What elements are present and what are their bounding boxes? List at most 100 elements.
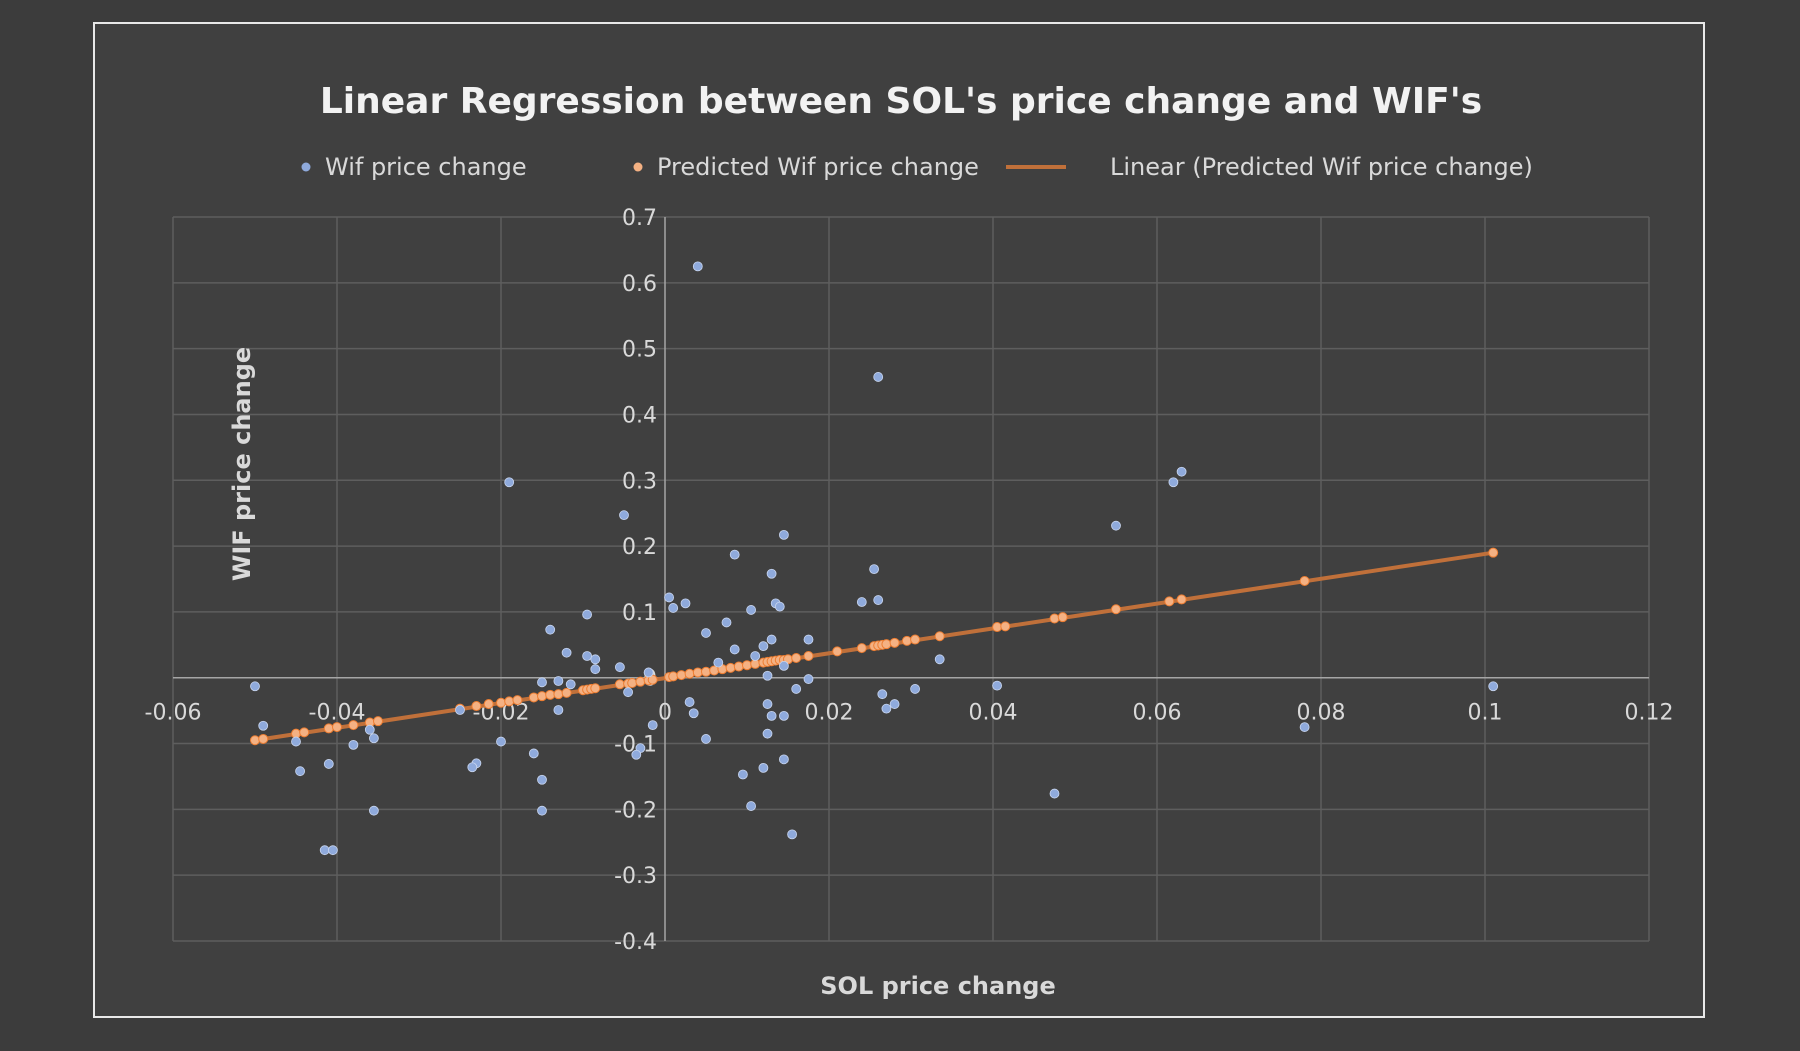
wif-point — [647, 720, 658, 731]
wif-point — [319, 845, 330, 856]
predicted-point — [323, 723, 334, 734]
series-predicted-wif — [250, 547, 1499, 746]
wif-point — [766, 568, 777, 579]
predicted-point — [742, 660, 752, 671]
wif-point — [766, 634, 777, 645]
wif-point — [684, 697, 695, 707]
wif-point — [561, 647, 572, 658]
predicted-point — [635, 676, 646, 687]
y-tick-label: 0.7 — [622, 206, 657, 231]
wif-point — [565, 679, 576, 690]
wif-point — [295, 766, 306, 777]
wif-point — [545, 624, 556, 635]
y-tick-label: 0.4 — [622, 403, 657, 428]
wif-point — [779, 754, 789, 765]
wif-point — [881, 703, 892, 714]
predicted-point — [627, 677, 638, 688]
wif-point — [368, 805, 379, 816]
wif-point — [779, 711, 789, 721]
wif-point — [758, 641, 769, 652]
wif-point — [856, 597, 867, 607]
wif-point — [668, 603, 679, 613]
wif-point — [701, 734, 711, 744]
wif-point — [623, 687, 633, 698]
predicted-point — [561, 687, 572, 698]
wif-point — [873, 595, 884, 605]
predicted-point — [1164, 596, 1175, 607]
wif-point — [701, 628, 711, 638]
legend: Wif price change Predicted Wif price chan… — [301, 153, 1533, 181]
wif-point — [1111, 520, 1121, 531]
wif-point — [615, 662, 625, 673]
predicted-point — [832, 646, 843, 657]
wif-point — [688, 708, 699, 719]
wif-point — [934, 654, 945, 665]
wif-point — [582, 609, 593, 620]
predicted-point — [992, 622, 1003, 633]
predicted-point — [528, 692, 539, 703]
x-tick-label: 0.1 — [1468, 701, 1503, 726]
wif-point — [721, 617, 732, 628]
wif-point — [664, 592, 674, 603]
wif-point — [537, 774, 547, 785]
legend-label: Predicted Wif price change — [657, 153, 979, 181]
x-tick-label: 0.06 — [1133, 701, 1182, 726]
predicted-point — [1111, 604, 1121, 615]
predicted-point — [910, 634, 921, 645]
predicted-point — [504, 696, 515, 707]
wif-point — [291, 736, 301, 747]
grid-lines — [172, 216, 1650, 942]
predicted-point — [545, 689, 556, 700]
predicted-point — [1488, 547, 1499, 558]
x-tick-label: 0.12 — [1625, 701, 1674, 726]
wif-point — [680, 598, 691, 609]
wif-point — [877, 689, 888, 700]
wif-point — [774, 601, 785, 612]
wif-point — [368, 733, 379, 744]
wif-point — [496, 736, 506, 747]
predicted-point — [250, 735, 260, 746]
predicted-point — [934, 631, 945, 642]
y-tick-label: 0.3 — [622, 469, 657, 494]
y-tick-labels: -0.4-0.3-0.2-0.100.10.20.30.40.50.60.7 — [614, 206, 657, 955]
predicted-point — [725, 662, 736, 673]
x-tick-label: 0.08 — [1297, 701, 1346, 726]
wif-point — [758, 762, 769, 773]
y-tick-label: 0.2 — [622, 535, 657, 560]
wif-point — [455, 705, 465, 715]
wif-point — [803, 674, 814, 684]
legend-label: Wif price change — [325, 153, 527, 181]
wif-point — [729, 644, 740, 655]
predicted-point — [373, 716, 383, 727]
chart-svg: Linear Regression between SOL's price ch… — [145, 81, 1674, 1000]
wif-point — [1168, 477, 1179, 488]
predicted-point — [553, 689, 564, 700]
predicted-point — [668, 671, 679, 682]
wif-point — [692, 261, 703, 272]
wif-point — [766, 711, 777, 721]
wif-point — [869, 564, 879, 575]
x-tick-label: 0.04 — [969, 701, 1018, 726]
predicted-point — [684, 668, 695, 679]
predicted-point — [332, 722, 342, 733]
wif-point — [746, 605, 756, 615]
predicted-point — [299, 727, 310, 738]
predicted-point — [676, 670, 687, 681]
predicted-point — [471, 701, 482, 712]
predicted-point — [1000, 621, 1011, 632]
predicted-point — [701, 666, 711, 677]
wif-point — [729, 549, 740, 560]
wif-point — [1299, 722, 1310, 732]
wif-point — [348, 739, 359, 750]
predicted-point — [856, 643, 867, 654]
wif-point — [643, 667, 654, 678]
predicted-point — [590, 683, 601, 694]
wif-point — [889, 699, 900, 709]
wif-point — [467, 762, 478, 773]
wif-point — [746, 801, 756, 811]
predicted-point — [881, 639, 892, 650]
predicted-point — [1176, 594, 1187, 605]
wif-point — [364, 724, 375, 735]
x-axis-title: SOL price change — [820, 972, 1056, 1000]
predicted-point — [647, 674, 658, 685]
